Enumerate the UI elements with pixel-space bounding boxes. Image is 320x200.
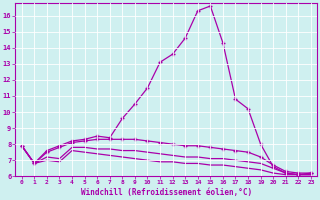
X-axis label: Windchill (Refroidissement éolien,°C): Windchill (Refroidissement éolien,°C): [81, 188, 252, 197]
